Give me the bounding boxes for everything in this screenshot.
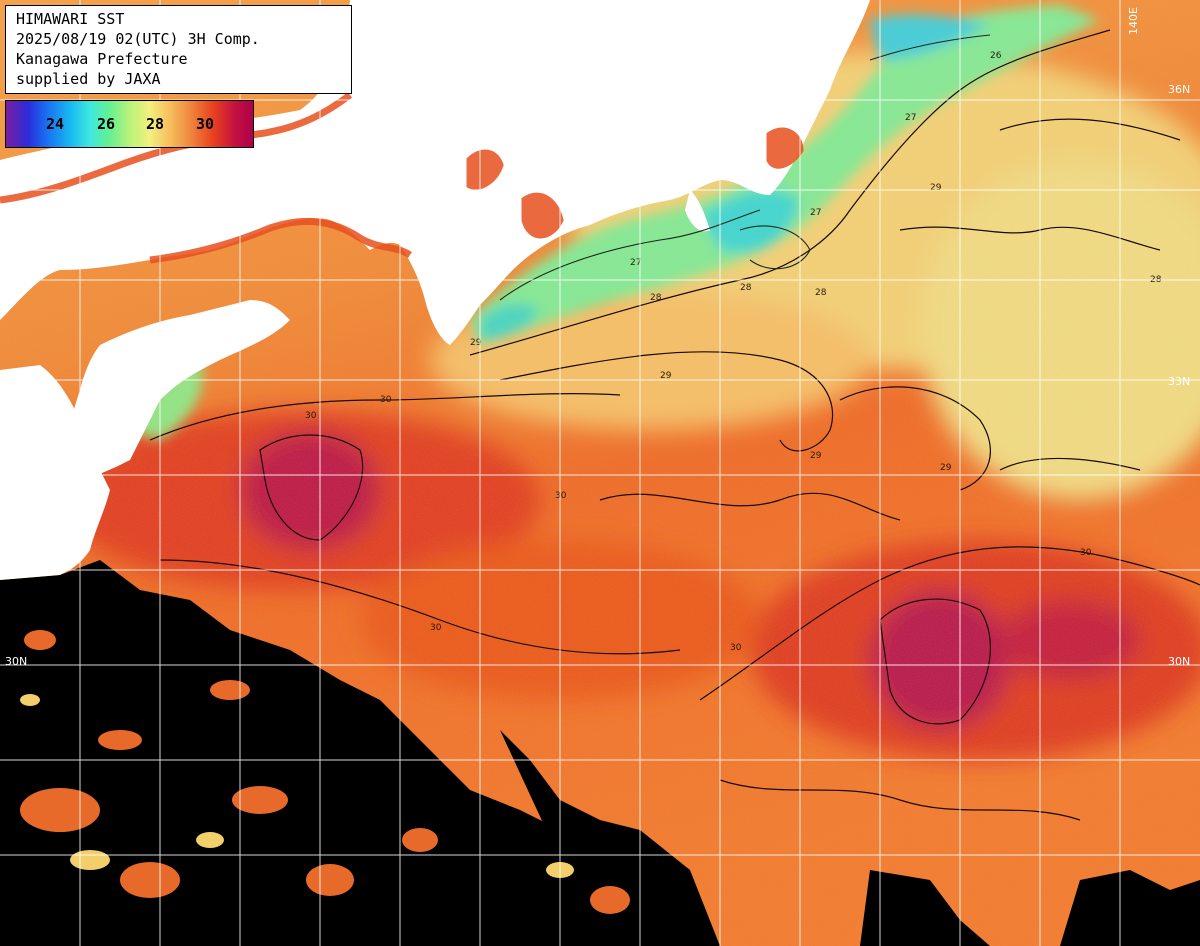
product-info-box: HIMAWARI SST 2025/08/19 02(UTC) 3H Comp.… <box>5 5 352 94</box>
land-shikoku <box>65 300 290 480</box>
contour-label: 30 <box>555 491 567 501</box>
temperature-color-scale: 24 26 28 30 <box>5 100 254 148</box>
land-honshu <box>0 0 870 345</box>
land-izu <box>685 190 710 232</box>
contour-label: 28 <box>815 288 827 298</box>
cloud-speckle <box>20 630 630 914</box>
contour-label: 27 <box>905 113 916 123</box>
contour-label: 29 <box>940 463 952 473</box>
contour-label: 30 <box>305 411 317 421</box>
contour-label: 29 <box>470 338 482 348</box>
product-title: HIMAWARI SST <box>16 10 125 28</box>
contour-label: 30 <box>430 623 442 633</box>
contour-label: 26 <box>990 51 1002 61</box>
scale-label-24: 24 <box>46 115 65 133</box>
contour-label: 28 <box>650 293 662 303</box>
product-datetime: 2025/08/19 02(UTC) 3H Comp. <box>16 30 260 48</box>
land <box>0 0 870 580</box>
contour-label: 30 <box>380 395 392 405</box>
lon-label-136e: 136E <box>487 7 500 35</box>
scale-label-26: 26 <box>97 115 116 133</box>
lon-label-140e: 140E <box>1127 7 1140 35</box>
contour-label: 27 <box>630 258 641 268</box>
lat-label-33n-right: 33N <box>1168 375 1190 388</box>
contour-label: 29 <box>660 371 672 381</box>
grid-labels: 136E 140E 36N 33N 33N 30N 30N <box>5 7 1190 668</box>
contour-label: 29 <box>810 451 822 461</box>
cloud-mask <box>0 560 1200 946</box>
lat-label-33n-left: 33N <box>5 375 27 388</box>
scale-label-28: 28 <box>146 115 165 133</box>
product-publisher: Kanagawa Prefecture <box>16 50 188 68</box>
scale-label-30: 30 <box>196 115 215 133</box>
lat-label-30n-left: 30N <box>5 655 27 668</box>
land-kyushu <box>0 365 110 580</box>
contour-lines <box>149 29 1200 821</box>
contour-label: 27 <box>810 208 821 218</box>
product-supplier: supplied by JAXA <box>16 70 161 88</box>
lat-label-30n-right: 30N <box>1168 655 1190 668</box>
lat-label-36n: 36N <box>1168 83 1190 96</box>
contour-label: 30 <box>730 643 742 653</box>
contour-label: 29 <box>930 183 942 193</box>
contour-label: 28 <box>740 283 752 293</box>
contour-label: 30 <box>1080 548 1092 558</box>
